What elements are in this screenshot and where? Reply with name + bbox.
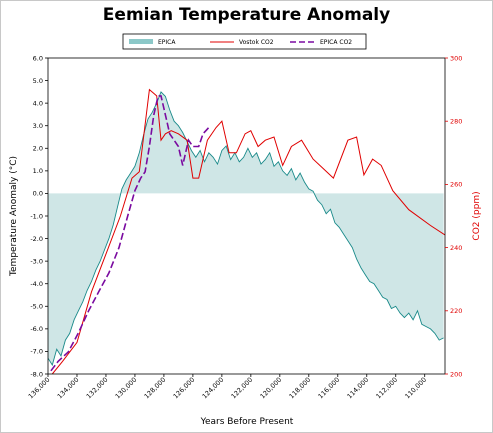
y-tick-label: 0.0 [33,190,43,198]
y2-tick-label: 240 [450,244,462,252]
x-tick-label: 116,000 [317,376,342,401]
y-tick-label: 3.0 [33,122,43,130]
y-tick-label: -4.0 [30,280,43,288]
y2-tick-label: 220 [450,307,462,315]
vostok-co2-line [51,88,445,374]
y-tick-label: -2.0 [30,235,43,243]
y-tick-label: -1.0 [30,212,43,220]
legend: EPICA Vostok CO2 EPICA CO2 [122,33,367,50]
y-tick-label: 4.0 [33,99,43,107]
legend-label-epica: EPICA [158,39,176,46]
x-tick-label: 130,000 [114,376,139,401]
x-tick-label: 136,000 [27,376,52,401]
x-tick-label: 128,000 [143,376,168,401]
x-tick-label: 118,000 [288,376,313,401]
y-tick-label: -8.0 [30,370,43,378]
legend-swatch-epica [129,39,153,44]
y-tick-label: -3.0 [30,257,43,265]
x-tick-label: 112,000 [374,376,399,401]
x-tick-label: 134,000 [56,376,81,401]
x-tick-label: 132,000 [85,376,110,401]
epica-line [48,91,444,367]
x-tick-label: 110,000 [403,376,428,401]
y2-tick-label: 280 [450,118,462,126]
y2-axis-label: CO2 (ppm) [472,191,482,240]
y-tick-label: 2.0 [33,145,43,153]
x-tick-label: 126,000 [172,376,197,401]
y-tick-label: -5.0 [30,303,43,311]
y-tick-label: -6.0 [30,325,43,333]
x-tick-label: 122,000 [230,376,255,401]
y2-tick-label: 300 [450,54,462,62]
y-tick-label: 6.0 [33,54,43,62]
series-group [48,88,445,374]
y-tick-label: 1.0 [33,167,43,175]
x-tick-label: 120,000 [259,376,284,401]
x-axis-label: Years Before Present [200,417,294,427]
epica-co2-line [50,95,210,372]
plot-layer [48,88,445,374]
y-tick-label: 5.0 [33,77,43,85]
x-tick-label: 124,000 [201,376,226,401]
y-tick-label: -7.0 [30,348,43,356]
legend-box [122,33,367,50]
chart-title: Eemian Temperature Anomaly [102,5,391,25]
y2-tick-label: 260 [450,181,462,189]
y-axis-label: Temperature Anomaly (°C) [9,156,19,277]
y2-tick-label: 200 [450,370,462,378]
legend-label-epica-co2: EPICA CO2 [320,39,352,46]
x-tick-label: 114,000 [346,376,371,401]
legend-label-vostok: Vostok CO2 [239,39,274,46]
